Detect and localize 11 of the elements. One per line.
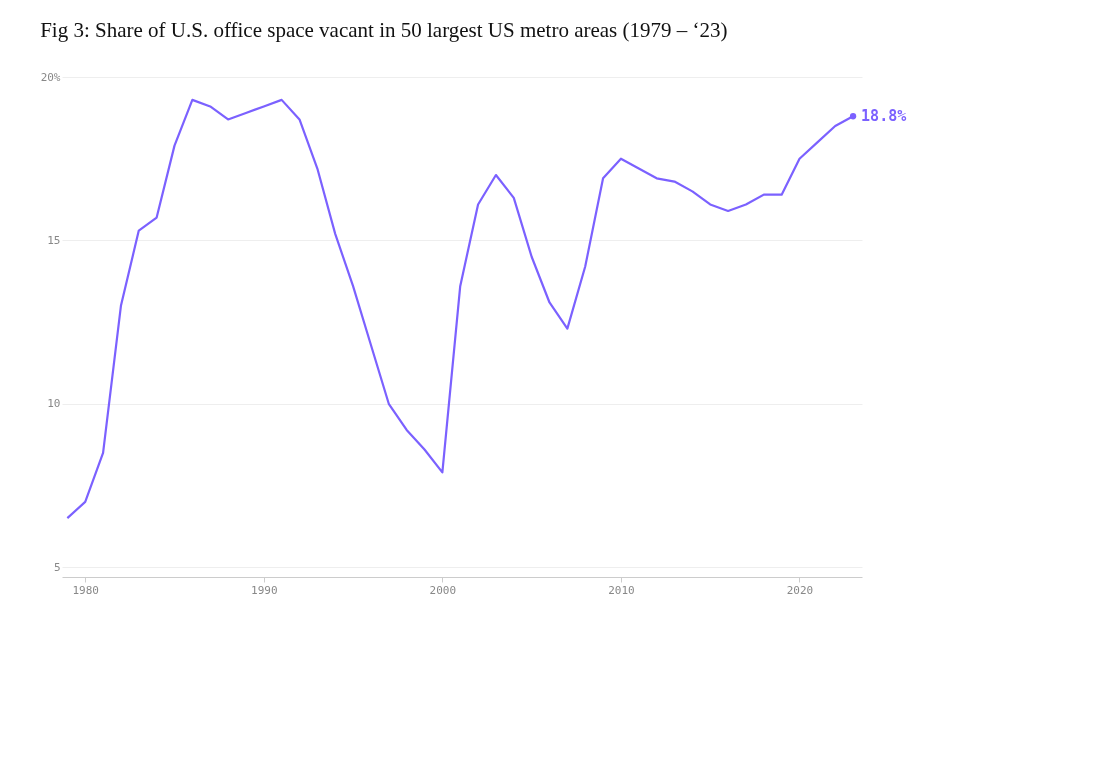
x-tick-label: 1980	[72, 583, 99, 597]
y-tick-label: 20%	[40, 70, 61, 84]
x-tick-label: 2000	[429, 583, 457, 597]
x-tick-label: 2020	[786, 583, 814, 597]
x-tick-label: 2010	[608, 583, 635, 597]
chart-title: Fig 3: Share of U.S. office space vacant in 50 largest US metro areas (1979 – ‘23)	[40, 18, 728, 42]
annotation: 18.8%	[861, 107, 907, 126]
y-tick-label: 15	[47, 233, 61, 247]
y-tick-label: 10	[47, 397, 61, 411]
y-tick-label: 5	[53, 560, 61, 574]
x-tick-label: 1990	[251, 583, 278, 597]
